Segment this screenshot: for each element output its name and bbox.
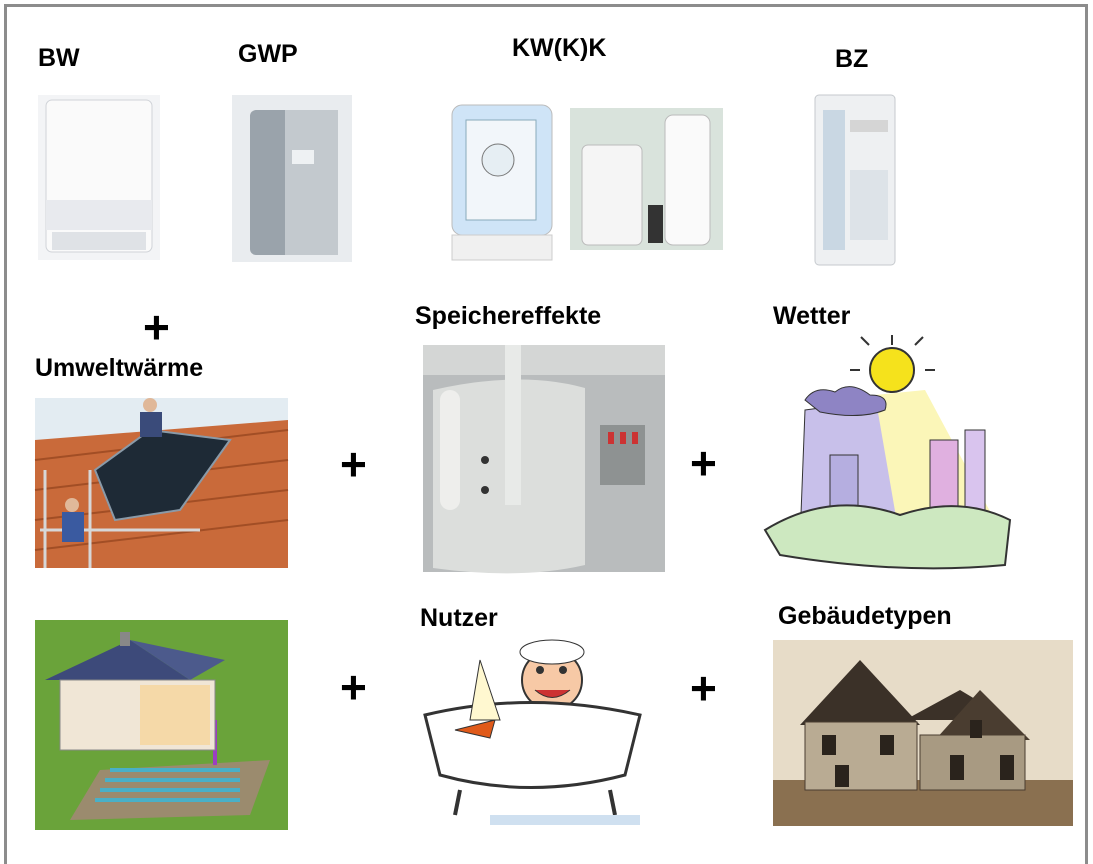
heat-pump-image — [232, 95, 352, 262]
header-label: KW(K)K — [512, 34, 607, 62]
plus-sign: + — [340, 661, 367, 713]
plus-sign: + — [690, 662, 717, 714]
plus-sign: + — [340, 438, 367, 490]
chp-image-2 — [570, 108, 723, 250]
geothermal-house-image — [35, 620, 288, 830]
section-label: Wetter — [773, 302, 851, 330]
section-label: Nutzer — [420, 604, 498, 632]
weather-image — [763, 335, 1012, 570]
header-label: BW — [38, 44, 80, 72]
boiler-image — [38, 95, 160, 260]
bath-image — [423, 639, 642, 825]
chp-image — [445, 98, 560, 262]
solar-roof-image — [34, 398, 289, 568]
section-label: Speichereffekte — [415, 302, 602, 330]
section-label: Umweltwärme — [35, 354, 204, 382]
old-houses-image — [773, 640, 1073, 826]
plus-sign: + — [690, 437, 717, 489]
header-label: BZ — [835, 45, 869, 73]
storage-tank-image — [423, 345, 665, 574]
header-label: GWP — [238, 40, 298, 68]
fuel-cell-image — [814, 94, 896, 266]
plus-sign: + — [143, 301, 170, 353]
frame — [4, 4, 1088, 864]
section-label: Gebäudetypen — [778, 602, 952, 630]
